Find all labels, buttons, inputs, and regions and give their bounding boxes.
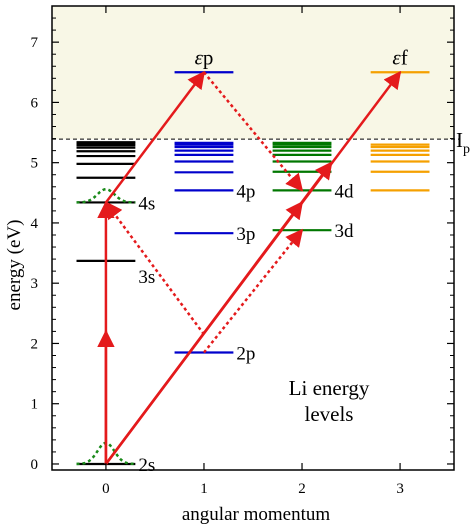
transition-arrow-5 xyxy=(104,161,333,465)
x-tick-label: 2 xyxy=(298,481,306,497)
wavepacket-1 xyxy=(76,187,136,204)
y-tick-label: 0 xyxy=(31,457,39,473)
transitions-layer xyxy=(97,70,402,465)
transition-arrow-8 xyxy=(203,228,304,354)
y-tick-label: 6 xyxy=(31,95,39,111)
transition-arrow-2 xyxy=(104,70,206,204)
note-line-1: Li energy xyxy=(289,376,370,400)
note-line-2: levels xyxy=(305,402,354,426)
level-label-3s: 3s xyxy=(138,267,155,288)
ionization-label: Ip xyxy=(456,128,470,157)
y-axis-title: energy (eV) xyxy=(4,220,25,311)
x-tick-label: 3 xyxy=(396,481,404,497)
labels-layer: angular momentum energy (eV) Li energy l… xyxy=(4,35,470,525)
plot-frame xyxy=(51,5,455,471)
level-label-4p: 4p xyxy=(236,181,255,202)
y-tick-label: 2 xyxy=(31,336,39,352)
level-label-4s: 4s xyxy=(138,193,155,214)
x-tick-label: 1 xyxy=(200,481,208,497)
y-tick-label: 1 xyxy=(31,397,39,413)
transition-arrow-7 xyxy=(203,71,304,192)
level-label-2s: 2s xyxy=(138,455,155,476)
level-label-4d: 4d xyxy=(334,181,354,202)
continuum-label-p: εp xyxy=(195,45,214,69)
axes-layer xyxy=(51,5,455,471)
y-tick-label: 5 xyxy=(31,156,39,172)
x-axis-title: angular momentum xyxy=(182,504,330,525)
continuum-label-f: εf xyxy=(392,45,407,69)
level-label-3d: 3d xyxy=(334,221,354,242)
x-tick-label: 0 xyxy=(102,481,110,497)
y-tick-label: 7 xyxy=(31,35,39,51)
y-tick-label: 4 xyxy=(31,216,39,232)
level-label-2p: 2p xyxy=(236,343,255,364)
y-tick-label: 3 xyxy=(31,276,39,292)
level-label-3p: 3p xyxy=(236,224,255,245)
